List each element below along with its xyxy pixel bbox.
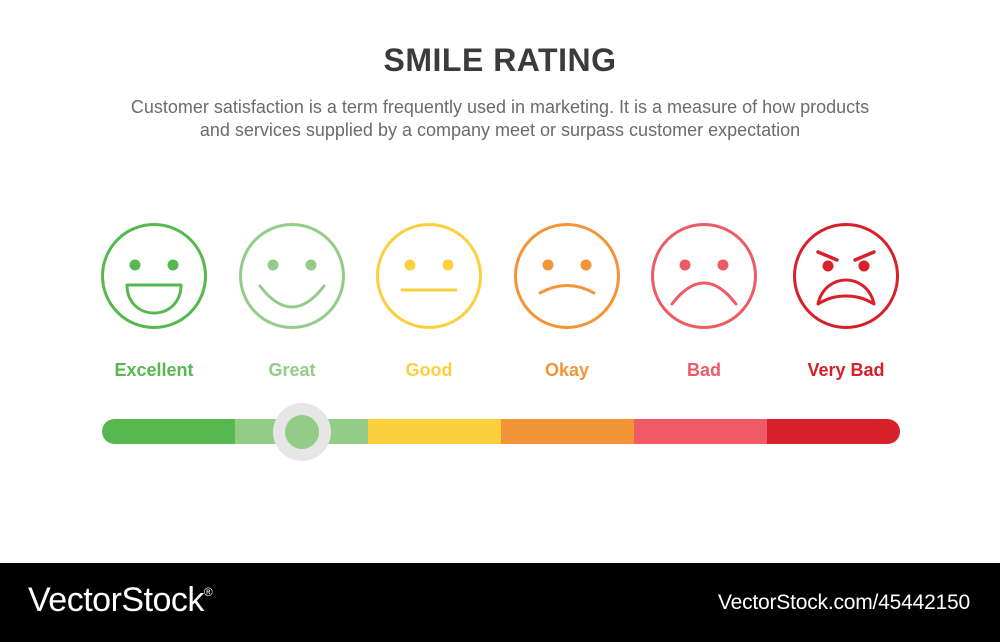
registered-mark: ® <box>203 585 213 599</box>
rating-label-excellent: Excellent <box>114 360 194 380</box>
smile-face-icon[interactable] <box>238 222 346 330</box>
frown-face-icon[interactable] <box>650 222 758 330</box>
slider-segment-good[interactable] <box>368 419 501 444</box>
slider-handle-center[interactable] <box>284 415 319 449</box>
subtitle-line-1: Customer satisfaction is a term frequent… <box>130 97 870 117</box>
neutral-face-icon[interactable] <box>375 222 483 330</box>
slider-segment-very-bad[interactable] <box>767 419 900 444</box>
big-smile-face-icon[interactable] <box>100 222 208 330</box>
brand-logo: VectorStock® <box>28 581 213 620</box>
rating-label-okay: Okay <box>544 360 590 380</box>
rating-label-very-bad: Very Bad <box>807 360 885 380</box>
page-subtitle: Customer satisfaction is a term frequent… <box>60 96 940 142</box>
slight-frown-face-icon[interactable] <box>513 222 621 330</box>
slider-handle[interactable] <box>272 403 331 461</box>
rating-label-good: Good <box>405 360 453 380</box>
brand-name: VectorStock <box>28 581 204 619</box>
angry-face-icon[interactable] <box>792 222 900 330</box>
slider-segment-excellent[interactable] <box>102 419 235 444</box>
rating-slider-track[interactable] <box>102 419 900 444</box>
subtitle-line-2: and services supplied by a company meet … <box>199 120 801 140</box>
rating-label-great: Great <box>268 360 316 380</box>
watermark-footer: VectorStock® VectorStock.com/45442150 <box>0 563 1000 642</box>
page-title: SMILE RATING <box>383 42 617 78</box>
slider-segment-bad[interactable] <box>634 419 767 444</box>
rating-label-bad: Bad <box>686 360 721 380</box>
slider-segment-okay[interactable] <box>501 419 634 444</box>
stock-id: VectorStock.com/45442150 <box>717 591 970 614</box>
